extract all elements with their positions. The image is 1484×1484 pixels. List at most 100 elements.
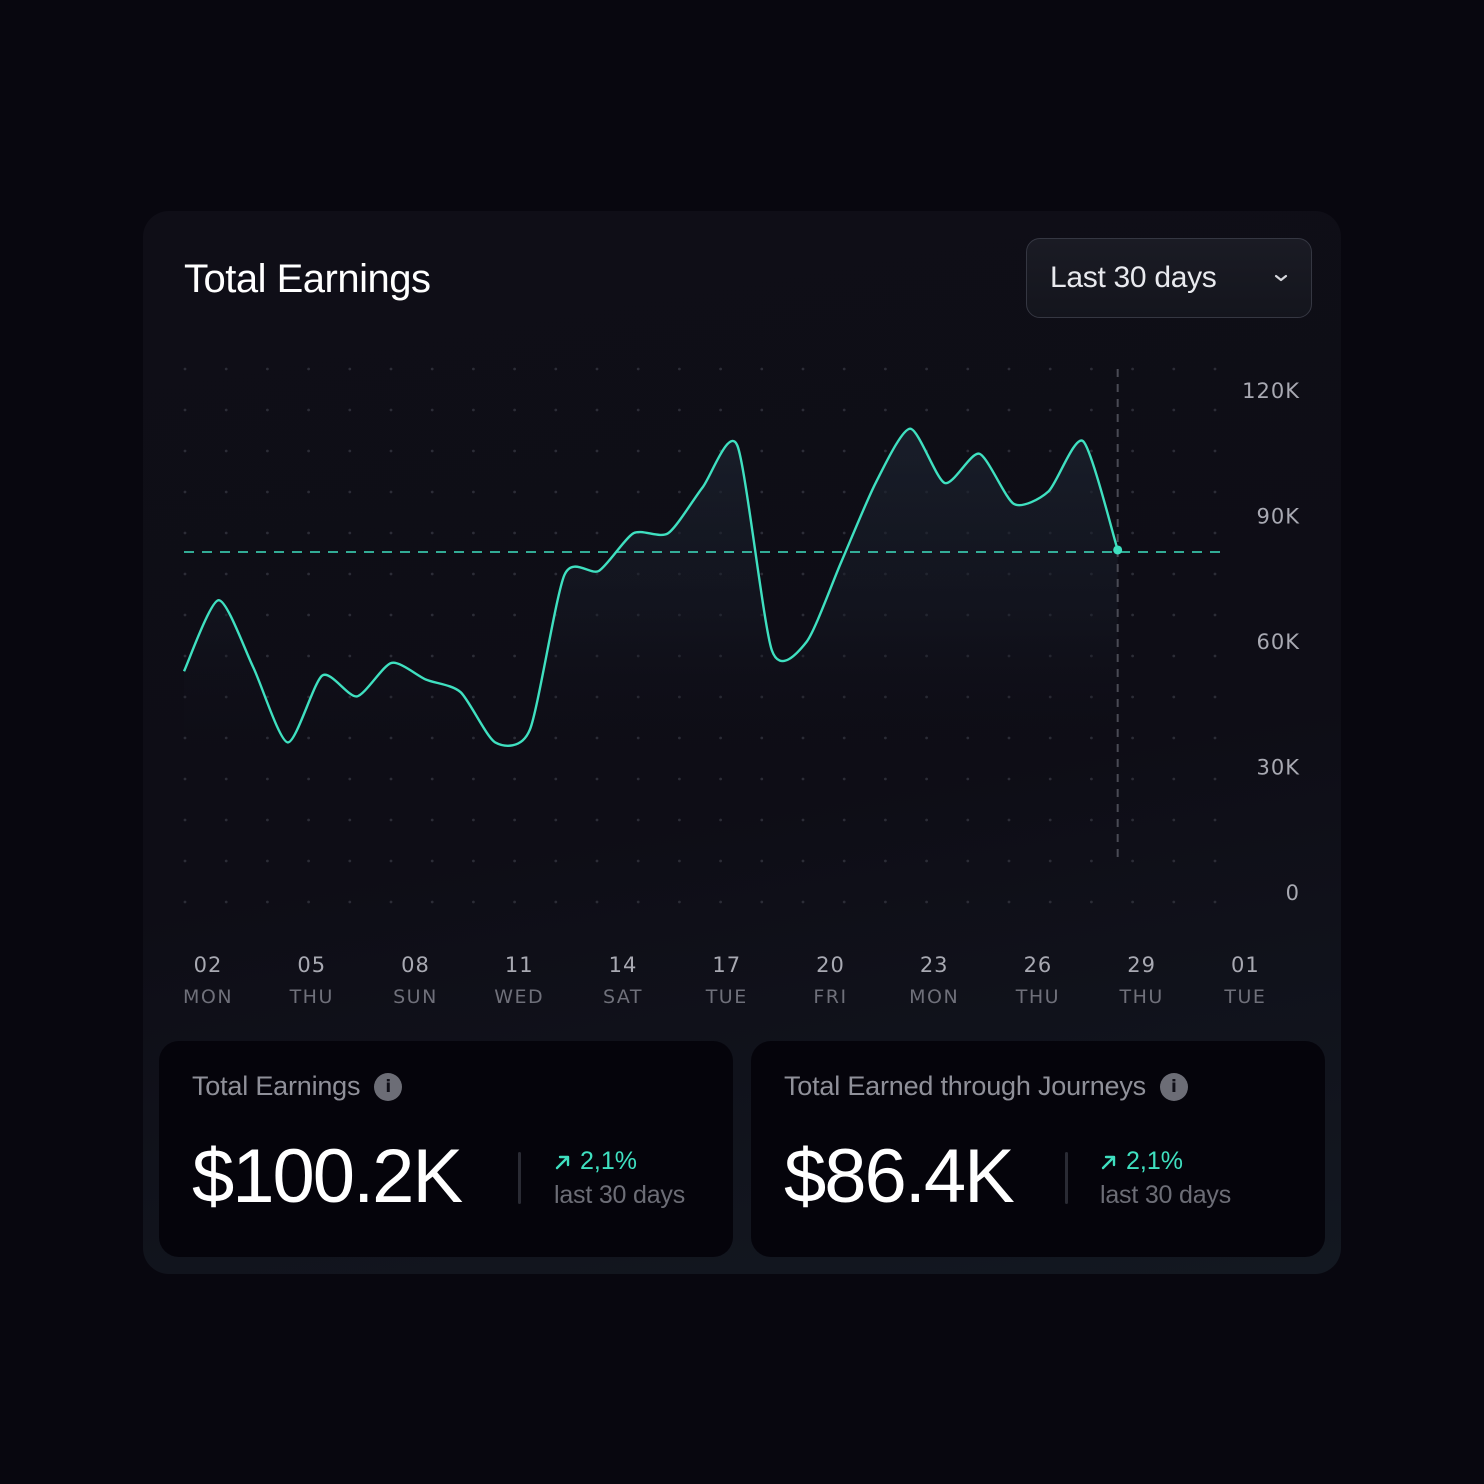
grid-dot — [760, 531, 764, 535]
arrow-up-right-icon — [555, 1155, 570, 1169]
series-line — [182, 427, 1119, 747]
grid-dot — [925, 859, 928, 863]
earnings-chart: 120K 90K 60K 30K 0 02 MON 05 THU 08 SUN 11 WED 14 SAT 1… — [182, 367, 1301, 1008]
y-tick-label: 0 — [1286, 881, 1300, 905]
grid-dot — [472, 900, 475, 904]
grid-dot — [595, 490, 599, 494]
grid-dot — [1090, 777, 1093, 781]
date-range-select[interactable]: Last 30 days — [1026, 238, 1312, 318]
x-tick-day: 01 — [1231, 953, 1260, 977]
grid-dot — [513, 572, 516, 576]
date-range-label: Last 30 days — [1050, 261, 1217, 294]
grid-dot — [389, 818, 393, 822]
delta-value: 2,1% — [580, 1147, 637, 1175]
grid-dot — [554, 777, 558, 781]
grid-dot — [348, 900, 352, 904]
delta-value: 2,1% — [1126, 1147, 1183, 1175]
grid-dot — [925, 777, 928, 781]
grid-dot — [1213, 367, 1217, 371]
grid-dot — [1172, 531, 1176, 535]
grid-dot — [636, 859, 640, 863]
grid-dot — [1131, 695, 1134, 699]
info-icon[interactable]: i — [374, 1072, 403, 1101]
grid-dot — [966, 408, 970, 412]
grid-dot — [1213, 695, 1217, 699]
grid-dot — [266, 531, 269, 535]
grid-dot — [183, 777, 187, 781]
grid-dot — [430, 490, 434, 494]
grid-dot — [472, 613, 475, 617]
grid-dot — [307, 900, 310, 904]
grid-dot — [1131, 531, 1134, 535]
grid-dot — [925, 900, 928, 904]
chevron-down-icon — [1274, 274, 1288, 282]
grid-dot — [348, 449, 352, 453]
grid-dot — [389, 408, 393, 412]
grid-dot — [966, 367, 970, 371]
grid-dot — [430, 531, 434, 535]
grid-dot — [513, 613, 516, 617]
grid-dot — [636, 449, 640, 453]
grid-dot — [348, 613, 352, 617]
arrow-up-right-icon — [1101, 1155, 1116, 1169]
grid-dot — [1007, 777, 1011, 781]
grid-dot — [842, 859, 846, 863]
grid-dot — [472, 572, 475, 576]
grid-dot — [472, 654, 475, 658]
grid-dot — [801, 367, 805, 371]
grid-dot — [1172, 572, 1176, 576]
grid-dot — [307, 859, 310, 863]
grid-dot — [760, 900, 764, 904]
grid-dot — [801, 859, 805, 863]
grid-dot — [1048, 449, 1052, 453]
x-tick-weekday: THU — [1015, 986, 1060, 1008]
grid-dot — [636, 777, 640, 781]
grid-dot — [1172, 736, 1176, 740]
x-tick-day: 26 — [1024, 953, 1053, 977]
grid-dot — [1131, 490, 1134, 494]
grid-dot — [183, 572, 187, 576]
grid-dot — [1172, 900, 1176, 904]
x-tick-day: 02 — [194, 953, 223, 977]
grid-dot — [1048, 818, 1052, 822]
grid-dot — [348, 408, 352, 412]
grid-dot — [595, 900, 599, 904]
grid-dot — [1090, 449, 1093, 453]
grid-dot — [1007, 859, 1011, 863]
grid-dot — [925, 367, 928, 371]
grid-dot — [678, 408, 681, 412]
y-tick-label: 90K — [1257, 505, 1301, 529]
grid-dot — [842, 818, 846, 822]
grid-dot — [266, 490, 269, 494]
grid-dot — [884, 859, 887, 863]
grid-dot — [307, 449, 310, 453]
grid-dot — [678, 367, 681, 371]
grid-dot — [183, 818, 187, 822]
grid-dot — [266, 859, 269, 863]
grid-dot — [1007, 367, 1011, 371]
info-icon[interactable]: i — [1159, 1072, 1188, 1101]
x-tick-day: 05 — [297, 953, 326, 977]
grid-dot — [966, 818, 970, 822]
grid-dot — [389, 777, 393, 781]
grid-dot — [678, 818, 681, 822]
grid-dot — [678, 900, 681, 904]
grid-dot — [1213, 490, 1217, 494]
grid-dot — [224, 900, 228, 904]
grid-dot — [266, 777, 269, 781]
grid-dot — [678, 859, 681, 863]
grid-dot — [1213, 777, 1217, 781]
grid-dot — [1007, 449, 1011, 453]
grid-dot — [1172, 818, 1176, 822]
grid-dot — [266, 408, 269, 412]
grid-dot — [1131, 859, 1134, 863]
grid-dot — [1007, 408, 1011, 412]
x-tick-weekday: WED — [494, 986, 544, 1008]
grid-dot — [224, 777, 228, 781]
grid-dot — [719, 408, 722, 412]
x-tick-day: 08 — [401, 953, 430, 977]
grid-dot — [1172, 490, 1176, 494]
grid-dot — [307, 490, 310, 494]
divider — [1065, 1152, 1068, 1204]
grid-dot — [348, 531, 352, 535]
